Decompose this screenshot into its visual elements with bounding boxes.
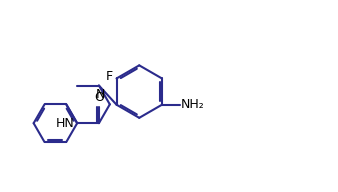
Text: O: O: [94, 91, 104, 104]
Text: HN: HN: [56, 117, 75, 130]
Text: NH₂: NH₂: [180, 98, 204, 111]
Text: F: F: [106, 70, 113, 83]
Text: N: N: [96, 88, 105, 101]
